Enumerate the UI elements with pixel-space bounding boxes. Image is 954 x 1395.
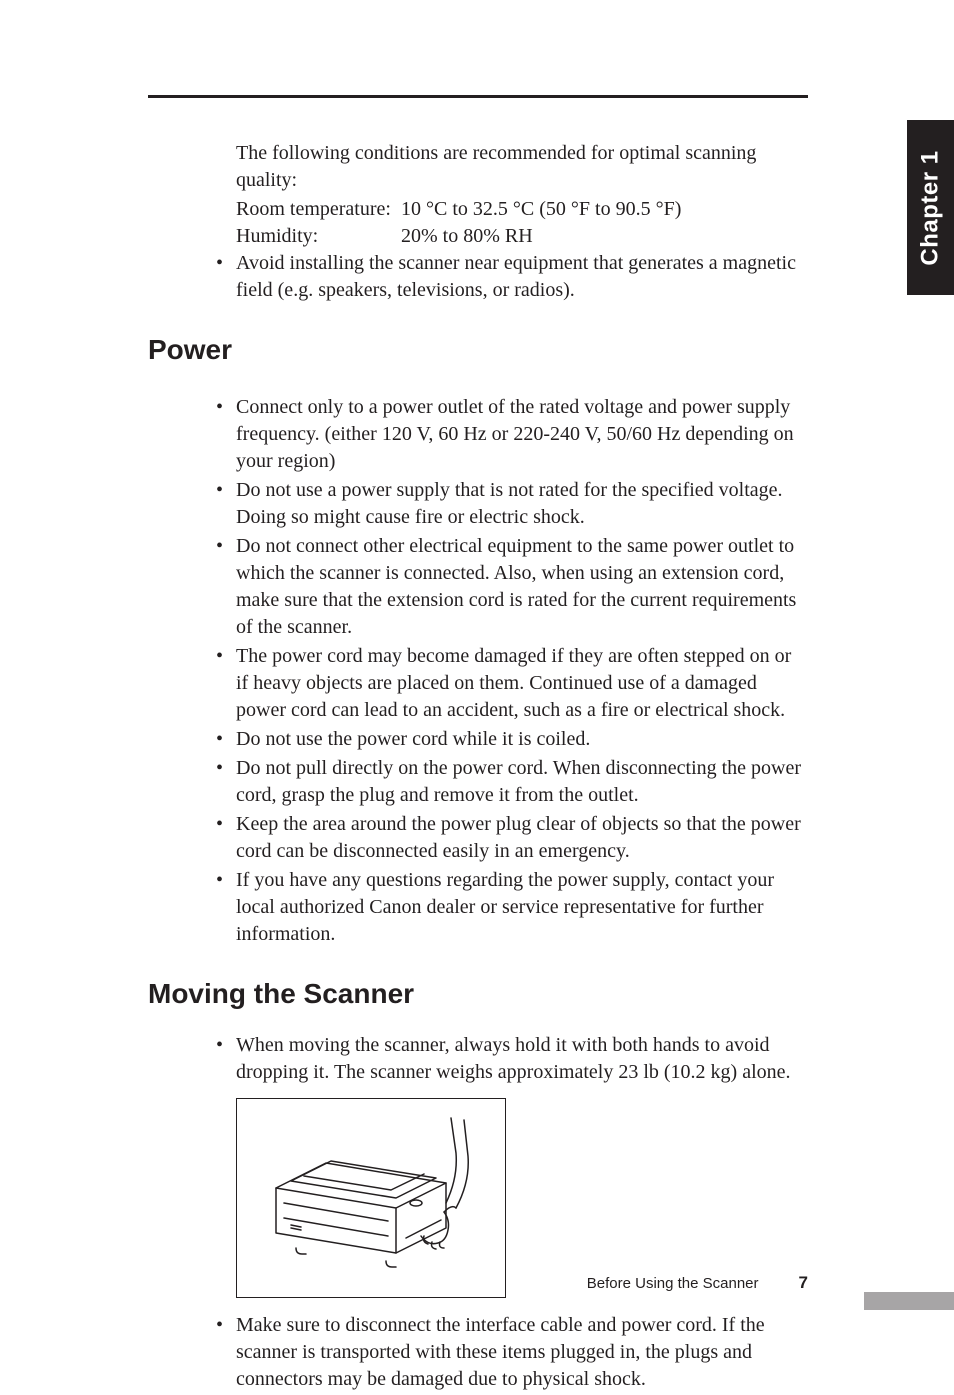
list-item: Do not connect other electrical equipmen… bbox=[208, 533, 808, 641]
scanner-carry-figure bbox=[236, 1098, 506, 1298]
list-item: If you have any questions regarding the … bbox=[208, 867, 808, 948]
list-item: Do not pull directly on the power cord. … bbox=[208, 755, 808, 809]
list-item: Connect only to a power outlet of the ra… bbox=[208, 394, 808, 475]
power-heading: Power bbox=[148, 334, 808, 366]
spec-label: Humidity: bbox=[236, 223, 401, 250]
moving-heading: Moving the Scanner bbox=[148, 978, 808, 1010]
spec-value: 20% to 80% RH bbox=[401, 223, 533, 250]
chapter-side-tab-label: Chapter 1 bbox=[917, 150, 945, 265]
intro-recommendation-line: The following conditions are recommended… bbox=[236, 140, 808, 194]
page-footer: Before Using the Scanner 7 bbox=[148, 1273, 808, 1293]
list-item: Avoid installing the scanner near equipm… bbox=[208, 250, 808, 304]
spec-row: Room temperature: 10 °C to 32.5 °C (50 °… bbox=[236, 196, 808, 223]
moving-bullet-list-before: When moving the scanner, always hold it … bbox=[208, 1032, 808, 1086]
spec-value: 10 °C to 32.5 °C (50 °F to 90.5 °F) bbox=[401, 196, 681, 223]
footer-section-title: Before Using the Scanner bbox=[587, 1275, 759, 1292]
page-content: The following conditions are recommended… bbox=[148, 140, 808, 1395]
list-item: When moving the scanner, always hold it … bbox=[208, 1032, 808, 1086]
spec-row: Humidity: 20% to 80% RH bbox=[236, 223, 808, 250]
intro-bullet-list: Avoid installing the scanner near equipm… bbox=[208, 250, 808, 304]
scanner-line-art-icon bbox=[246, 1108, 496, 1288]
list-item: Keep the area around the power plug clea… bbox=[208, 811, 808, 865]
list-item: The power cord may become damaged if the… bbox=[208, 643, 808, 724]
top-rule bbox=[148, 95, 808, 98]
power-bullet-list: Connect only to a power outlet of the ra… bbox=[208, 394, 808, 948]
intro-block: The following conditions are recommended… bbox=[236, 140, 808, 250]
list-item: Make sure to disconnect the interface ca… bbox=[208, 1312, 808, 1393]
footer-page-number: 7 bbox=[799, 1273, 808, 1293]
footer-thumb-bar bbox=[864, 1292, 954, 1310]
chapter-side-tab: Chapter 1 bbox=[907, 120, 954, 295]
moving-bullet-list-after: Make sure to disconnect the interface ca… bbox=[208, 1312, 808, 1393]
list-item: Do not use the power cord while it is co… bbox=[208, 726, 808, 753]
spec-label: Room temperature: bbox=[236, 196, 401, 223]
list-item: Do not use a power supply that is not ra… bbox=[208, 477, 808, 531]
